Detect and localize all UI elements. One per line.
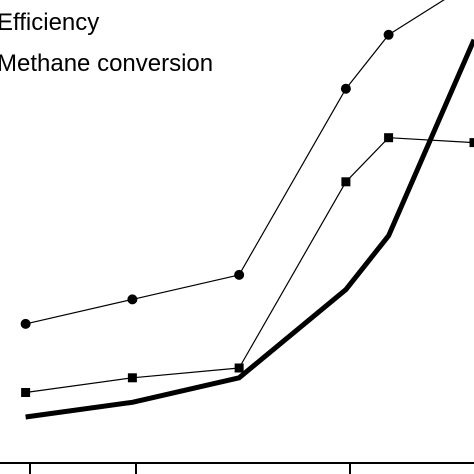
series-1-point-2 bbox=[234, 363, 244, 373]
series-1-point-3 bbox=[341, 177, 351, 187]
series-line-0 bbox=[25, 0, 445, 325]
series-0-point-4 bbox=[383, 29, 394, 40]
legend: Efficiency Methane conversion bbox=[0, 9, 213, 77]
series-line-2 bbox=[25, 38, 474, 420]
series-0-point-2 bbox=[234, 269, 245, 280]
legend-label-methane-conversion: Methane conversion bbox=[0, 50, 213, 77]
series-1-point-5 bbox=[469, 138, 474, 148]
series-0-point-1 bbox=[127, 294, 138, 305]
series-1-point-0 bbox=[21, 388, 31, 397]
legend-label-efficiency: Efficiency bbox=[0, 9, 99, 36]
series-0-point-3 bbox=[340, 83, 351, 94]
plot-area bbox=[20, 0, 474, 420]
series-0-point-0 bbox=[20, 318, 31, 329]
x-axis bbox=[0, 462, 474, 474]
series-line-1 bbox=[25, 137, 474, 394]
series-1-point-4 bbox=[384, 133, 394, 143]
series-1-point-1 bbox=[127, 373, 137, 383]
